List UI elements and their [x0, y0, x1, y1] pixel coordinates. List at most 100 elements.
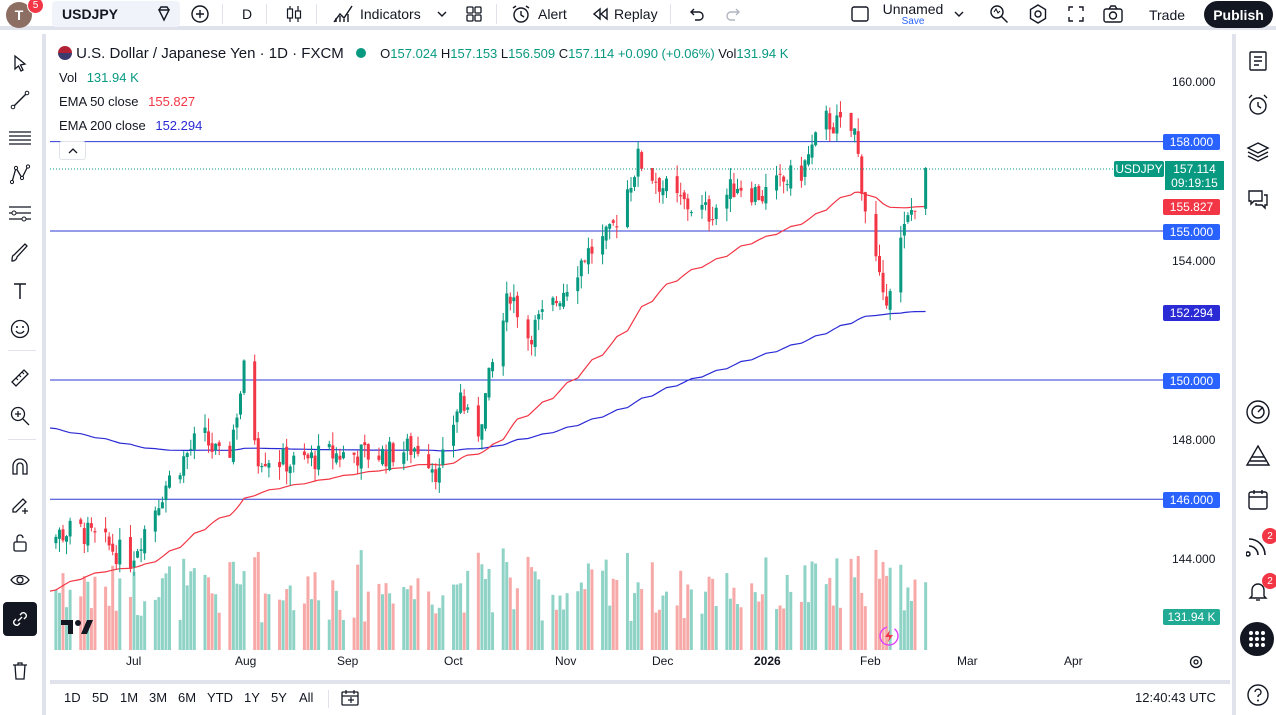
lightning-circle-icon[interactable]	[878, 625, 900, 650]
forecasting-tool-icon[interactable]	[7, 200, 33, 226]
candle	[732, 172, 736, 198]
candle	[814, 131, 818, 147]
range-ytd-button[interactable]: YTD	[207, 690, 233, 705]
symbol-search-button[interactable]: USDJPY	[52, 1, 180, 27]
volume-bars	[54, 548, 928, 650]
range-1d-button[interactable]: 1D	[64, 690, 81, 705]
range-1y-button[interactable]: 1Y	[244, 690, 260, 705]
candle	[586, 237, 590, 274]
publish-button[interactable]: Publish	[1204, 1, 1273, 28]
layout-grid-icon[interactable]	[464, 0, 484, 28]
ideas-pyramid-icon[interactable]	[1244, 442, 1272, 470]
layout-name-button[interactable]: Unnamed Save	[874, 1, 952, 27]
level-150-label[interactable]: 150.000	[1163, 373, 1220, 389]
candle-body	[93, 531, 97, 533]
brush-icon[interactable]	[7, 240, 33, 266]
range-all-button[interactable]: All	[299, 690, 314, 705]
cursor-icon[interactable]	[7, 50, 33, 76]
indicators-button[interactable]: Indicators	[332, 0, 421, 28]
level-155-label[interactable]: 155.000	[1163, 224, 1220, 240]
candle-body	[157, 508, 161, 515]
indicators-dropdown-chevron-icon[interactable]	[436, 0, 448, 28]
watchlist-icon[interactable]	[1244, 47, 1272, 75]
divider	[670, 4, 671, 24]
pattern-tool-icon[interactable]	[7, 162, 33, 188]
eye-visibility-icon[interactable]	[7, 567, 33, 593]
news-feed-icon[interactable]	[1244, 532, 1272, 560]
lock-icon[interactable]	[7, 530, 33, 556]
candle	[856, 118, 860, 158]
candle-body	[704, 202, 708, 205]
add-symbol-icon[interactable]	[190, 0, 210, 28]
symbol-title[interactable]: U.S. Dollar / Japanese Yen · 1D · FXCM	[76, 45, 344, 62]
stay-in-drawing-mode-icon[interactable]	[7, 492, 33, 518]
magnet-icon[interactable]	[7, 454, 33, 480]
replay-button[interactable]: Replay	[590, 0, 658, 28]
candle-body	[89, 523, 93, 528]
alert-button[interactable]: Alert	[510, 0, 567, 28]
candle-body	[192, 433, 196, 450]
redo-icon[interactable]	[724, 0, 744, 28]
level-146-label[interactable]: 146.000	[1163, 492, 1220, 508]
candle	[604, 225, 608, 250]
candle	[452, 415, 455, 458]
fullscreen-icon[interactable]	[1066, 0, 1086, 28]
ema50-legend[interactable]: EMA 50 close 155.827	[59, 94, 195, 109]
volume-bar	[207, 577, 211, 650]
volume-bar	[483, 579, 487, 650]
alerts-clock-icon[interactable]	[1244, 91, 1272, 119]
products-grid-icon[interactable]	[1240, 622, 1274, 656]
volume-bar	[164, 573, 168, 650]
market-open-dot-icon	[355, 48, 366, 58]
trend-line-icon[interactable]	[7, 87, 33, 113]
trade-button[interactable]: Trade	[1148, 6, 1186, 23]
collapse-legend-button[interactable]	[59, 141, 86, 160]
technicals-gauge-icon[interactable]	[1244, 398, 1272, 426]
camera-snapshot-icon[interactable]	[1102, 0, 1124, 28]
utc-clock[interactable]: 12:40:43 UTC	[1135, 690, 1216, 705]
layout-checkbox-icon[interactable]	[850, 0, 870, 28]
range-5y-button[interactable]: 5Y	[271, 690, 287, 705]
volume-bar	[807, 602, 810, 650]
interval-button[interactable]: D	[242, 6, 253, 22]
text-tool-icon[interactable]	[7, 278, 33, 304]
candle-body	[537, 314, 541, 320]
price-chart[interactable]	[50, 38, 1230, 680]
volume-bar	[430, 604, 434, 650]
candle	[629, 177, 633, 202]
candles-chart-type-icon[interactable]	[284, 0, 304, 28]
candle	[515, 291, 519, 328]
chats-icon[interactable]	[1244, 185, 1272, 213]
candle-body	[313, 455, 317, 470]
zoom-in-icon[interactable]	[7, 403, 33, 429]
tradingview-logo-icon[interactable]	[61, 618, 93, 639]
horizontal-lines-icon[interactable]	[7, 125, 33, 151]
candle	[384, 444, 388, 474]
candle-body	[633, 177, 637, 187]
notifications-bell-icon[interactable]	[1244, 577, 1272, 605]
range-3m-button[interactable]: 3M	[149, 690, 168, 705]
help-question-icon[interactable]	[1244, 681, 1272, 709]
candle-body	[107, 536, 111, 546]
range-6m-button[interactable]: 6M	[178, 690, 197, 705]
settings-gear-icon[interactable]	[1027, 0, 1049, 28]
range-1m-button[interactable]: 1M	[120, 690, 139, 705]
undo-icon[interactable]	[686, 0, 706, 28]
level-158-label[interactable]: 158.000	[1163, 134, 1220, 150]
ema200-legend[interactable]: EMA 200 close 152.294	[59, 118, 202, 133]
candle-body	[604, 226, 608, 241]
emoji-icon[interactable]	[7, 316, 33, 342]
data-window-layers-icon[interactable]	[1244, 138, 1272, 166]
calendar-icon[interactable]	[1244, 486, 1272, 514]
layout-dropdown-chevron-icon[interactable]	[953, 0, 965, 28]
sync-drawings-link-icon[interactable]	[3, 602, 37, 636]
range-5d-button[interactable]: 5D	[92, 690, 109, 705]
compare-symbol-icon[interactable]	[154, 0, 174, 28]
go-to-date-calendar-icon[interactable]	[340, 688, 360, 711]
quick-search-icon[interactable]	[988, 0, 1010, 28]
trash-icon[interactable]	[7, 658, 33, 684]
chart-settings-gear-icon[interactable]	[1188, 654, 1204, 673]
candle-body	[824, 110, 828, 130]
ruler-icon[interactable]	[7, 365, 33, 391]
volume-legend[interactable]: Vol 131.94 K	[59, 70, 139, 85]
